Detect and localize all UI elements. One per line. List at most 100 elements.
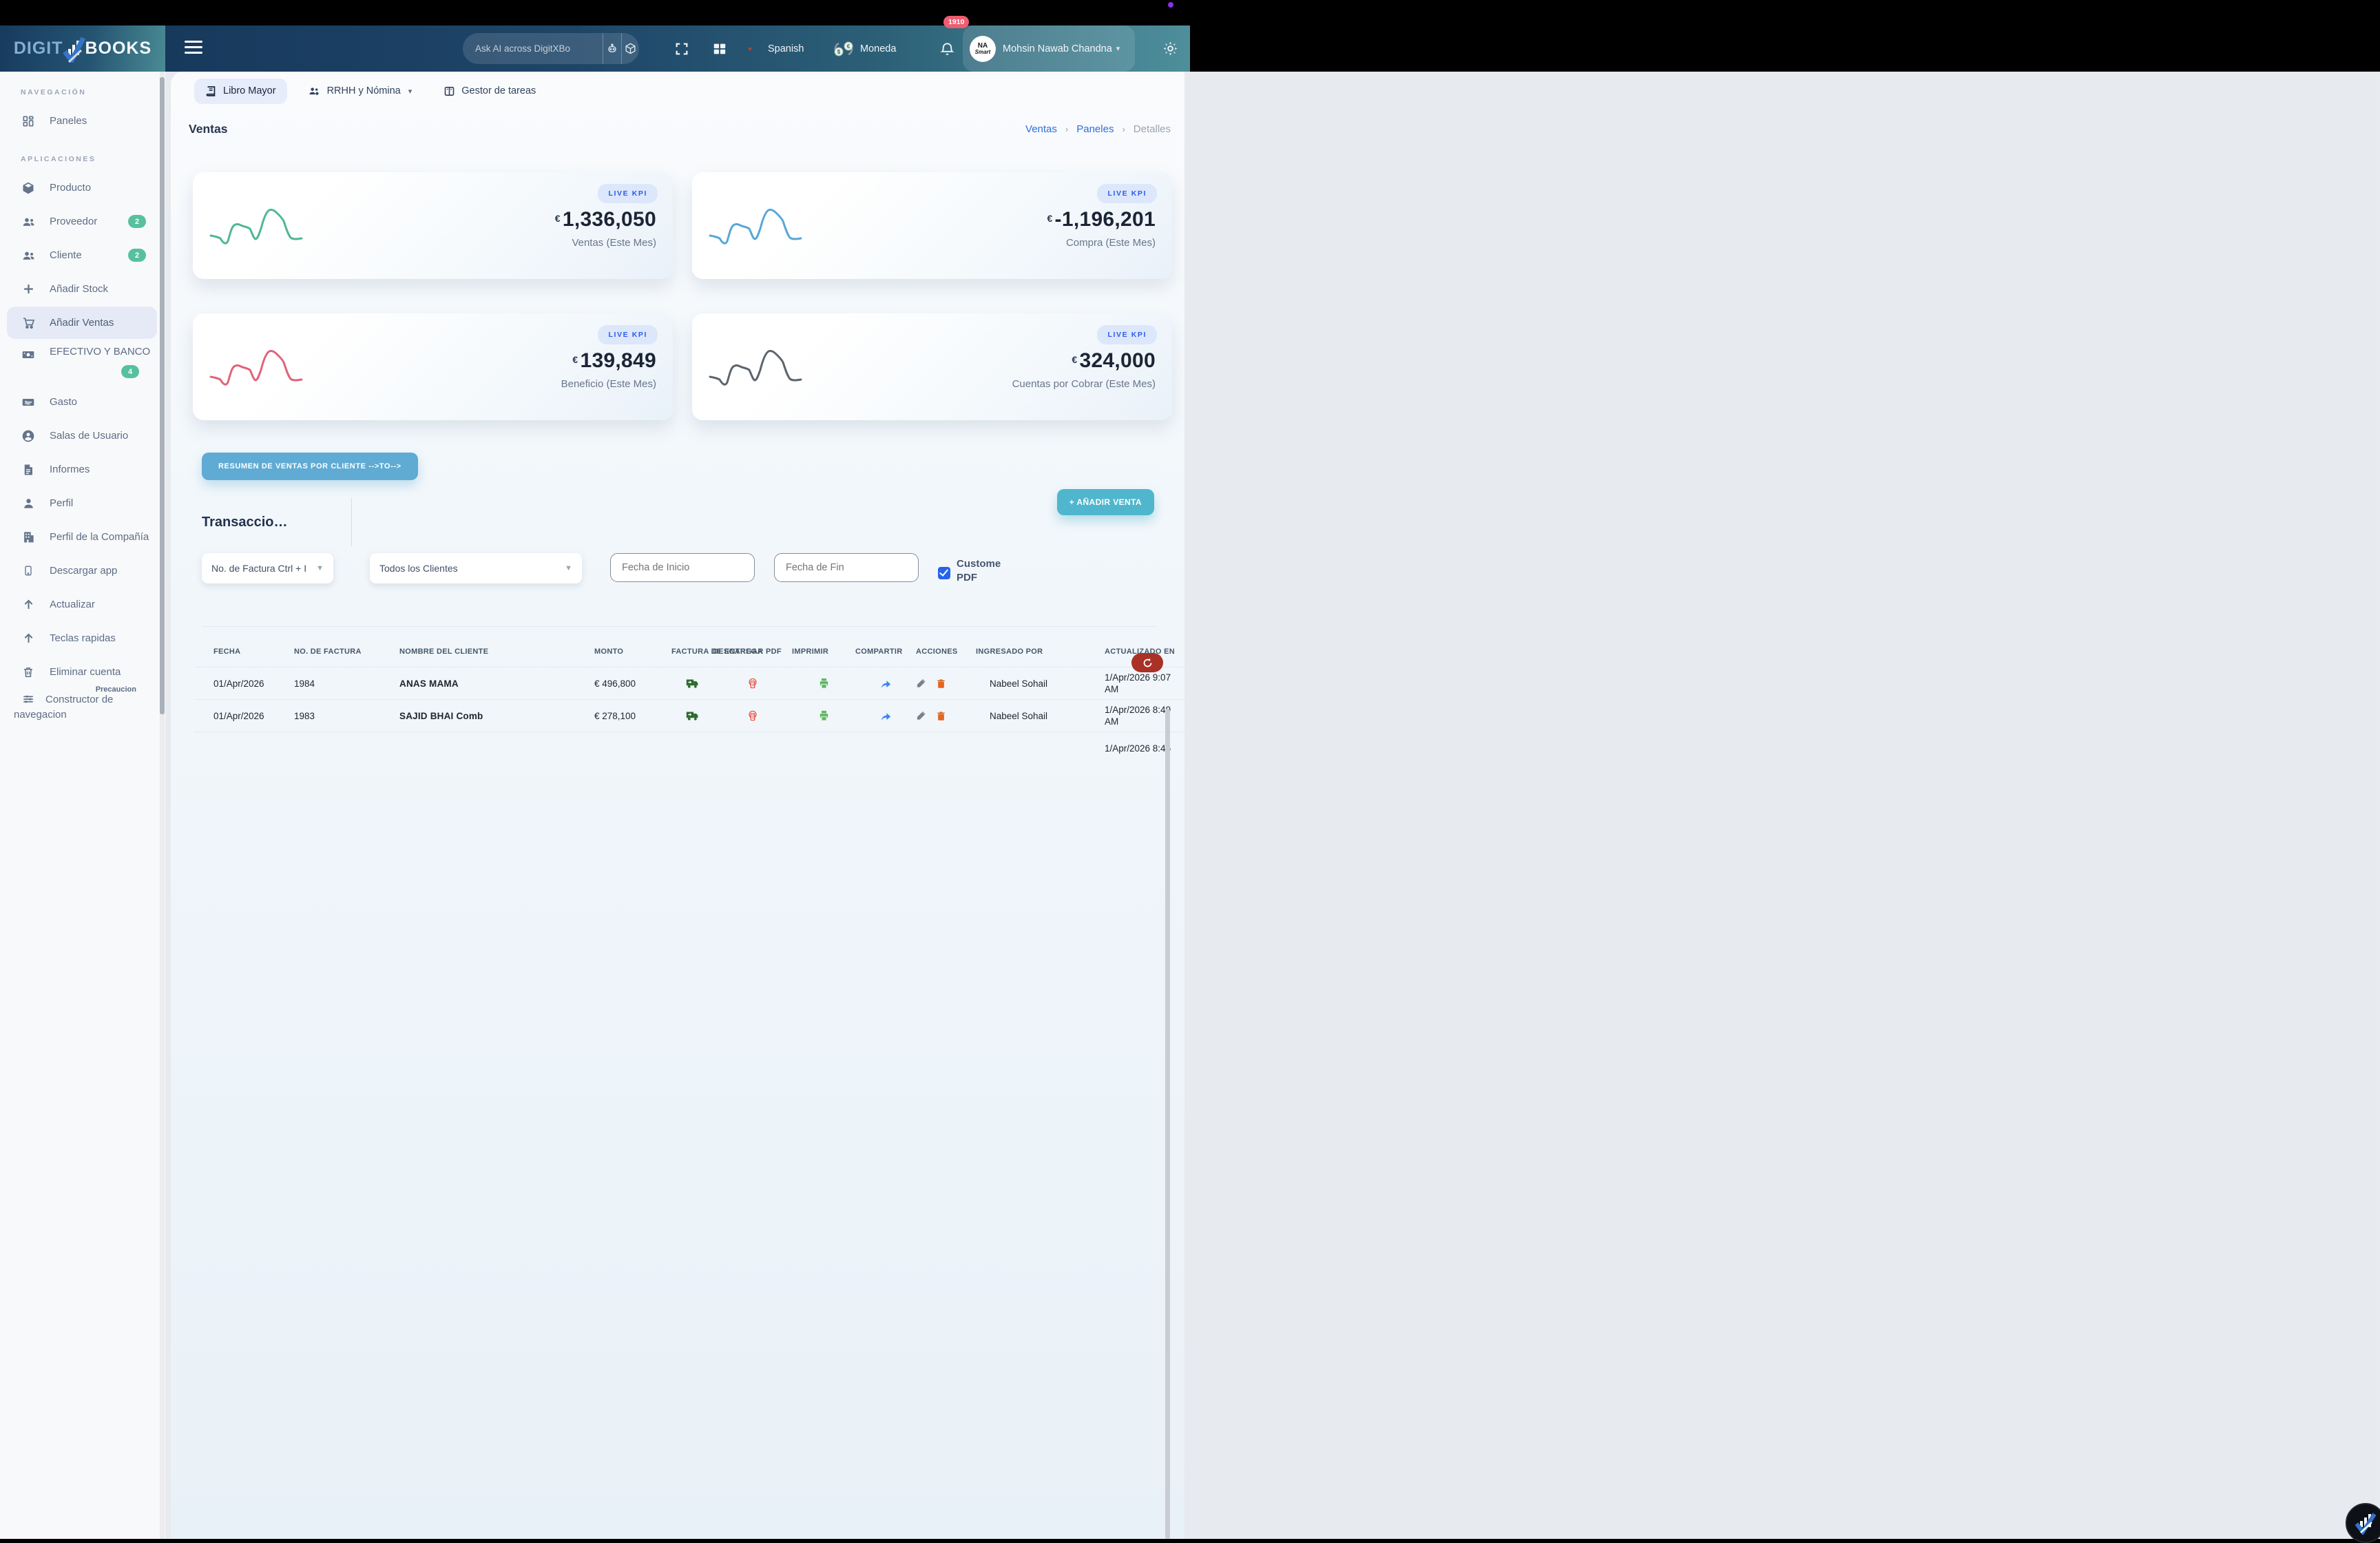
logo-text-books: BOOKS — [85, 39, 152, 59]
invoice-number-select[interactable]: No. de Factura Ctrl + I ▼ — [202, 553, 333, 583]
sidebar-item-teclas-rapidas[interactable]: Teclas rapidas — [7, 622, 157, 654]
col-compartir[interactable]: COMPARTIR — [855, 638, 916, 667]
kpi-grid: LIVE KPI €1,336,050 Ventas (Este Mes) LI… — [193, 172, 1172, 420]
tab-gestor-de-tareas[interactable]: Gestor de tareas — [432, 79, 547, 104]
logo-barchart-check-icon — [62, 35, 85, 63]
settings-gear-icon[interactable] — [1160, 25, 1180, 72]
sidebar-item-constructor-navegacion[interactable]: Constructor de navegacion — [7, 690, 157, 727]
col-ingresado-por[interactable]: INGRESADO POR — [976, 638, 1105, 667]
transactions-header: Transaccio… + AÑADIR VENTA — [202, 498, 1154, 546]
notifications-bell-icon[interactable]: 1910 — [937, 25, 957, 72]
knowledge-box-icon[interactable] — [621, 33, 640, 64]
cell-actualizado-en: 1/Apr/2026 8:49 AM — [1105, 700, 1184, 732]
sidebar-item-efectivo-y-banco[interactable]: EFECTIVO Y BANCO 4 — [7, 340, 157, 384]
sidebar-item-perfil-compania[interactable]: Perfil de la Compañía — [7, 521, 157, 553]
custom-pdf-checkbox[interactable] — [938, 567, 950, 579]
language-selector[interactable]: Spanish — [746, 25, 804, 72]
svg-text:$: $ — [837, 49, 841, 55]
kpi-value: €1,336,050 — [555, 208, 656, 231]
sidebar-item-anadir-ventas[interactable]: Añadir Ventas — [7, 307, 157, 339]
breadcrumb-ventas[interactable]: Ventas — [1025, 123, 1057, 135]
dashboard-icon — [21, 114, 36, 128]
sidebar-item-cliente[interactable]: Cliente 2 — [7, 239, 157, 271]
col-fecha[interactable]: FECHA — [194, 638, 294, 667]
download-pdf-icon[interactable] — [713, 700, 792, 732]
share-icon[interactable] — [855, 700, 916, 732]
content-area: LIVE KPI €1,336,050 Ventas (Este Mes) LI… — [171, 148, 1184, 1539]
col-nombre-cliente[interactable]: NOMBRE DEL CLIENTE — [399, 638, 594, 667]
language-label: Spanish — [768, 43, 804, 54]
ai-robot-icon[interactable] — [603, 33, 621, 64]
sidebar-item-actualizar[interactable]: Actualizar — [7, 588, 157, 621]
sidebar-section-aplicaciones: APLICACIONES — [0, 138, 165, 170]
add-sale-button[interactable]: + AÑADIR VENTA — [1057, 489, 1154, 515]
ai-search — [463, 33, 639, 64]
ai-search-input[interactable] — [463, 33, 603, 64]
cell-ingresado-por: Nabeel Sohail — [976, 667, 1105, 700]
resumen-ventas-button[interactable]: RESUMEN DE VENTAS POR CLIENTE -->TO--> — [202, 453, 418, 480]
col-monto[interactable]: MONTO — [594, 638, 671, 667]
sidebar-item-informes[interactable]: Informes — [7, 453, 157, 486]
sidebar-item-paneles[interactable]: Paneles — [7, 105, 157, 137]
hamburger-menu-icon[interactable] — [185, 41, 202, 57]
plus-icon — [21, 282, 36, 296]
col-no-factura[interactable]: NO. DE FACTURA — [294, 638, 399, 667]
sidebar-item-eliminar-cuenta[interactable]: Eliminar cuenta Precaucion — [7, 656, 157, 688]
cell-actualizado-en: 1/Apr/2026 8:46 — [1105, 732, 1184, 765]
sidebar-section-navegacion: NAVEGACIÓN — [0, 72, 165, 103]
edit-pencil-icon[interactable] — [916, 710, 926, 721]
brand-fab-button[interactable] — [2346, 1503, 2380, 1543]
app-logo[interactable]: DIGIT BOOKS — [0, 25, 165, 72]
sidebar-item-anadir-stock[interactable]: Añadir Stock — [7, 273, 157, 305]
col-imprimir[interactable]: IMPRIMIR — [792, 638, 855, 667]
user-menu[interactable]: NA Smart Mohsin Nawab Chandna ▾ — [963, 25, 1135, 72]
cliente-count-badge: 2 — [128, 249, 146, 262]
col-acciones[interactable]: ACCIONES — [916, 638, 976, 667]
sidebar-scrollbar-thumb[interactable] — [160, 77, 165, 714]
euro-symbol: € — [555, 213, 561, 224]
cell-acciones — [916, 700, 976, 732]
start-date-input[interactable] — [610, 553, 755, 582]
kpi-label: Beneficio (Este Mes) — [561, 378, 656, 390]
delete-trash-icon[interactable] — [936, 710, 946, 722]
apps-grid-icon[interactable] — [709, 25, 730, 72]
sidebar-item-proveedor[interactable]: Proveedor 2 — [7, 205, 157, 238]
arrow-up-icon — [21, 632, 36, 645]
share-icon[interactable] — [855, 667, 916, 700]
sparkline-chart — [707, 200, 811, 255]
chevron-down-icon: ▾ — [408, 87, 413, 96]
sidebar-item-salas-de-usuario[interactable]: Salas de Usuario — [7, 420, 157, 452]
breadcrumb-paneles[interactable]: Paneles — [1076, 123, 1114, 135]
sidebar: NAVEGACIÓN Paneles APLICACIONES Producto… — [0, 72, 165, 1539]
user-circle-icon — [21, 429, 36, 443]
tab-rrhh-y-nomina[interactable]: RRHH y Nómina ▾ — [297, 79, 424, 104]
delivery-invoice-icon[interactable] — [671, 667, 713, 700]
sidebar-item-gasto[interactable]: $ Gasto — [7, 386, 157, 418]
delete-trash-icon[interactable] — [936, 678, 946, 690]
edit-pencil-icon[interactable] — [916, 678, 926, 689]
cell-no-factura: 1983 — [294, 700, 399, 732]
kpi-card-ventas: LIVE KPI €1,336,050 Ventas (Este Mes) — [193, 172, 673, 279]
page-scrollbar-track[interactable] — [2374, 72, 2380, 1539]
col-descargar-pdf[interactable]: DESCARGAR PDF — [713, 638, 792, 667]
live-kpi-badge: LIVE KPI — [1097, 184, 1157, 203]
download-pdf-icon[interactable] — [713, 667, 792, 700]
table-scrollbar-thumb[interactable] — [1165, 709, 1170, 1539]
kpi-label: Ventas (Este Mes) — [555, 237, 656, 249]
currency-switcher[interactable]: $ € Moneda — [833, 25, 896, 72]
fullscreen-icon[interactable] — [671, 25, 692, 72]
client-select[interactable]: Todos los Clientes ▼ — [370, 553, 582, 583]
col-factura-entrega[interactable]: FACTURA DE ENTREGA — [671, 638, 713, 667]
sidebar-item-perfil[interactable]: Perfil — [7, 487, 157, 519]
sidebar-item-descargar-app[interactable]: Descargar app — [7, 555, 157, 587]
sidebar-item-producto[interactable]: Producto — [7, 172, 157, 204]
end-date-input[interactable] — [774, 553, 919, 582]
notifications-count-badge: 1910 — [943, 16, 969, 28]
refresh-button[interactable] — [1131, 653, 1163, 672]
print-icon[interactable] — [792, 700, 855, 732]
print-icon[interactable] — [792, 667, 855, 700]
delivery-invoice-icon[interactable] — [671, 700, 713, 732]
building-icon — [21, 530, 36, 543]
tab-libro-mayor[interactable]: Libro Mayor — [194, 79, 287, 104]
custom-pdf-label: Custome PDF — [957, 557, 1001, 585]
